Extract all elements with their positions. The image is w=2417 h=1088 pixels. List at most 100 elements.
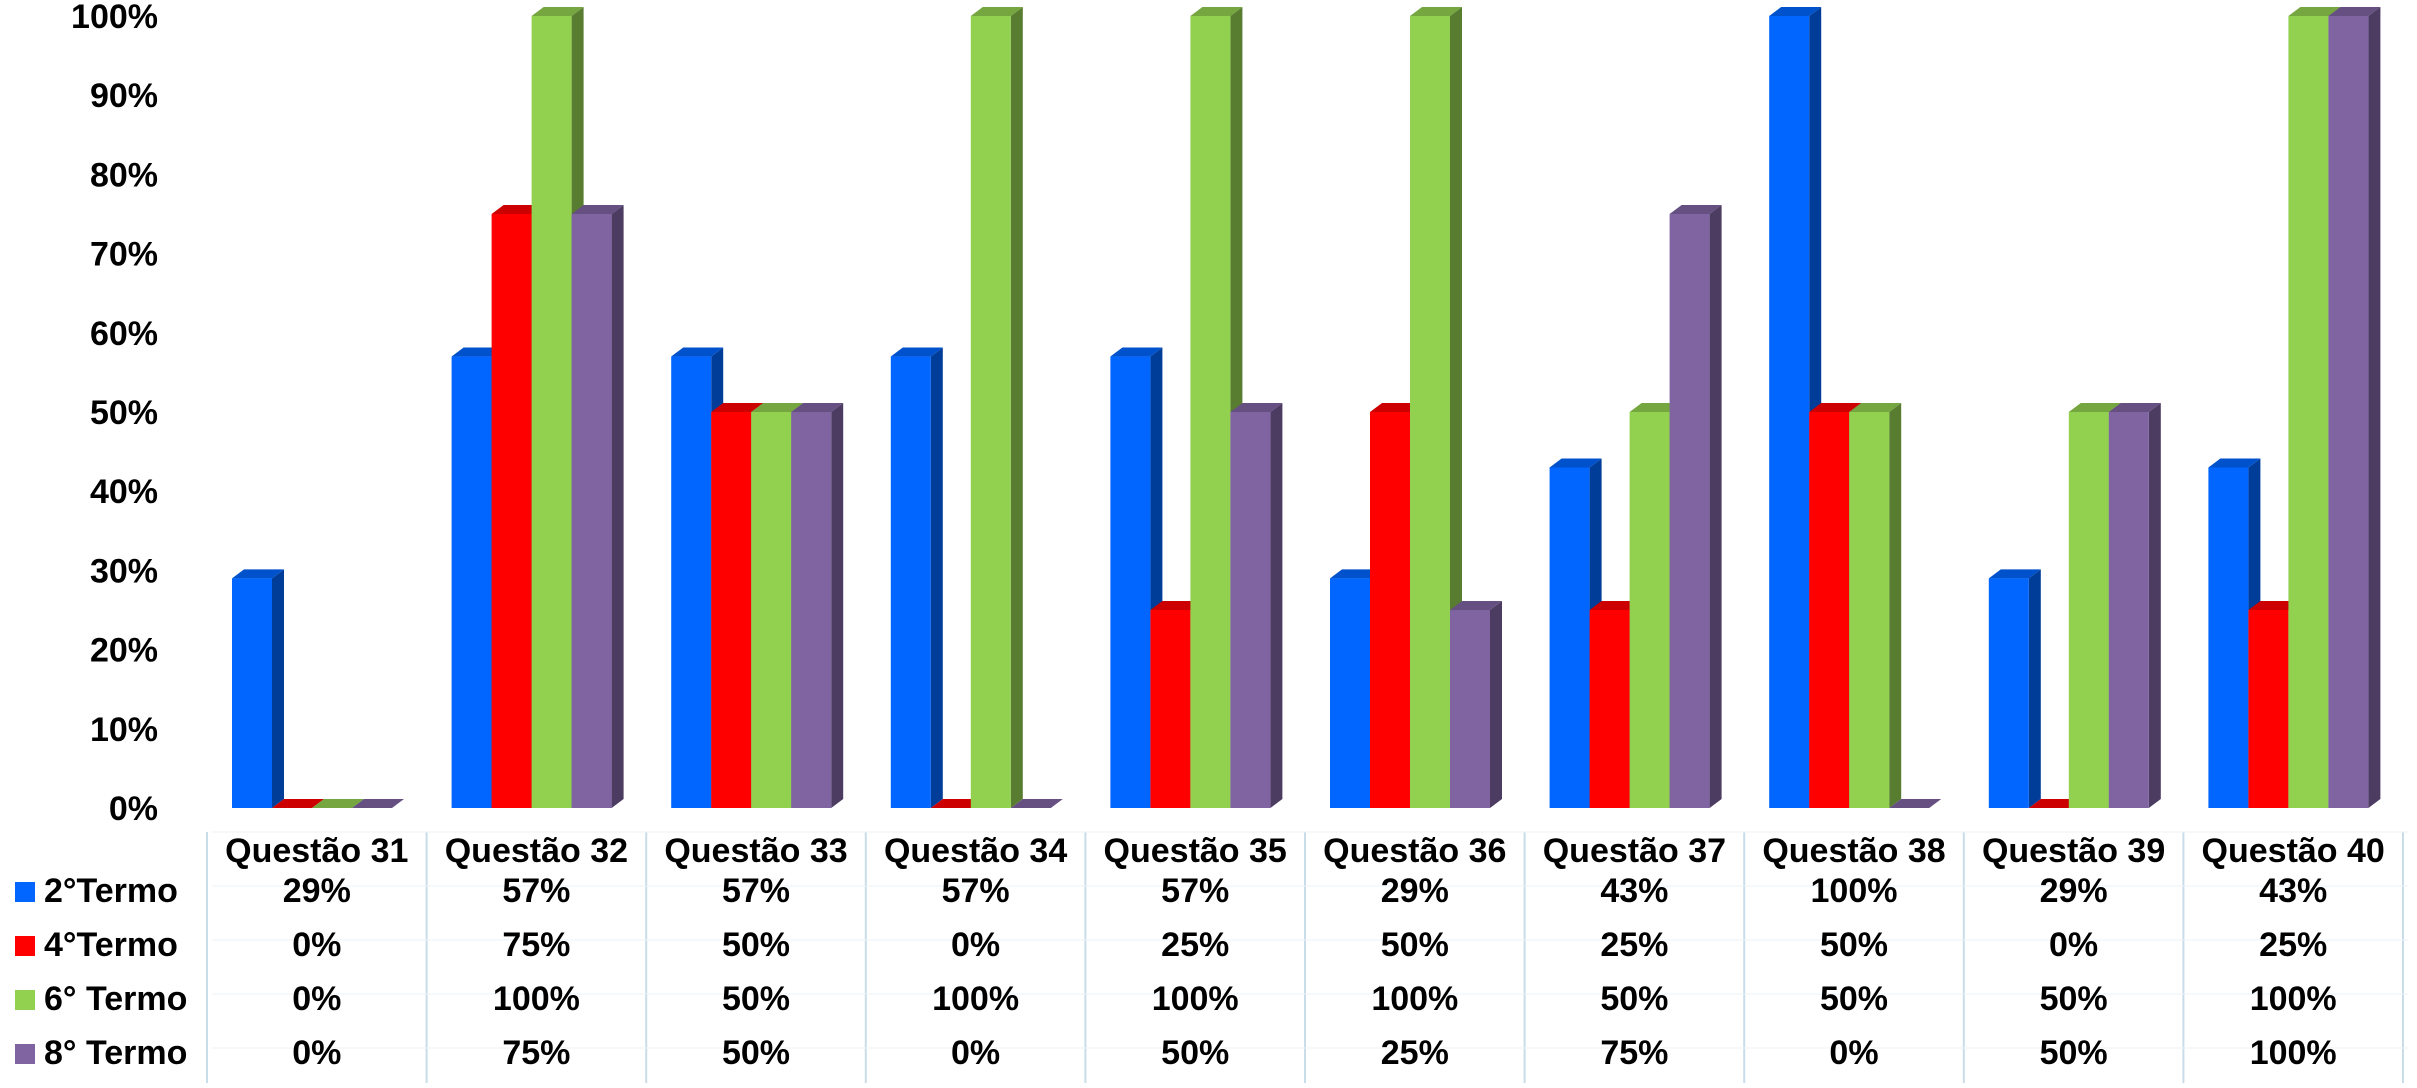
bar-top bbox=[451, 347, 504, 357]
bar-top bbox=[1330, 569, 1382, 579]
bar-top bbox=[970, 7, 1023, 16]
bar-cluster bbox=[1549, 205, 1722, 808]
bar-top bbox=[1629, 403, 1682, 412]
category-label: Questão 32 bbox=[445, 832, 628, 870]
bar-front bbox=[751, 412, 792, 808]
bar-top bbox=[1988, 569, 2041, 579]
category-label: Questão 39 bbox=[1982, 832, 2165, 870]
bar-cluster bbox=[1330, 7, 1502, 808]
y-tick-label: 30% bbox=[90, 552, 158, 590]
data-table: Questão 31 Questão 32 Questão 33 Questão 34… bbox=[15, 831, 2408, 1083]
bar bbox=[1230, 403, 1283, 808]
bar-top bbox=[1809, 403, 1862, 412]
bar-front bbox=[232, 578, 272, 808]
bar-front bbox=[1669, 214, 1710, 808]
bar-side bbox=[2028, 569, 2041, 808]
data-label: 29% bbox=[2040, 872, 2108, 910]
bar-top bbox=[1669, 205, 1722, 214]
data-label: 25% bbox=[1161, 926, 1229, 964]
bar-side bbox=[1010, 7, 1023, 808]
data-label: 50% bbox=[722, 1034, 790, 1072]
series-label: 4°Termo bbox=[44, 926, 178, 964]
data-label: 25% bbox=[2259, 926, 2327, 964]
bar bbox=[451, 347, 504, 808]
bar-side bbox=[930, 347, 943, 808]
bar-cluster bbox=[1988, 403, 2161, 808]
bar-top bbox=[1889, 799, 1942, 808]
bar-side bbox=[1889, 403, 1902, 808]
data-label: 0% bbox=[951, 926, 1000, 964]
bar-top bbox=[890, 347, 943, 357]
category-label: Questão 38 bbox=[1762, 832, 1945, 870]
data-label: 43% bbox=[1600, 872, 1668, 910]
y-tick-label: 0% bbox=[109, 790, 158, 828]
bar-front bbox=[2208, 467, 2249, 808]
category-label: Questão 36 bbox=[1323, 832, 1506, 870]
bar bbox=[1849, 403, 1902, 808]
bar-front bbox=[1370, 412, 1410, 808]
data-label: 0% bbox=[292, 1034, 341, 1072]
bar-front bbox=[451, 356, 492, 808]
data-label: 29% bbox=[283, 872, 351, 910]
bar-front bbox=[1410, 16, 1450, 808]
bar-side bbox=[1709, 205, 1722, 808]
bar-top bbox=[1150, 601, 1203, 610]
data-label: 50% bbox=[1381, 926, 1449, 964]
series-label: 2°Termo bbox=[44, 872, 178, 910]
bar-top bbox=[671, 347, 724, 357]
data-label: 100% bbox=[1152, 980, 1239, 1018]
data-label: 75% bbox=[502, 926, 570, 964]
data-label: 0% bbox=[292, 980, 341, 1018]
bar-top bbox=[1010, 799, 1063, 808]
bar-top bbox=[1230, 403, 1283, 412]
bar bbox=[232, 569, 284, 808]
bar-top bbox=[232, 569, 284, 579]
data-label: 50% bbox=[722, 926, 790, 964]
bar-front bbox=[1809, 412, 1850, 808]
bar-side bbox=[611, 205, 624, 808]
data-label: 100% bbox=[2250, 980, 2337, 1018]
bar-front bbox=[2108, 412, 2149, 808]
bar-side bbox=[272, 569, 284, 808]
bar-front bbox=[1150, 610, 1191, 808]
data-label: 50% bbox=[1161, 1034, 1229, 1072]
data-label: 50% bbox=[722, 980, 790, 1018]
bar-cluster bbox=[2208, 7, 2381, 808]
data-label: 50% bbox=[2040, 980, 2108, 1018]
bar-front bbox=[1549, 467, 1590, 808]
bar-top bbox=[2208, 458, 2261, 468]
bar bbox=[312, 799, 364, 808]
bar-front bbox=[1849, 412, 1890, 808]
bar-front bbox=[1988, 578, 2029, 808]
category-label: Questão 35 bbox=[1104, 832, 1287, 870]
bar-front bbox=[2068, 412, 2109, 808]
bar-front bbox=[2328, 16, 2369, 808]
bar bbox=[1450, 601, 1502, 808]
bar bbox=[1769, 7, 1822, 808]
category-label: Questão 37 bbox=[1543, 832, 1726, 870]
data-label: 50% bbox=[1820, 980, 1888, 1018]
bar bbox=[1410, 7, 1462, 808]
legend-key bbox=[15, 936, 35, 956]
bar-top bbox=[1849, 403, 1902, 412]
y-tick-label: 10% bbox=[90, 711, 158, 749]
data-label: 50% bbox=[1600, 980, 1668, 1018]
bar bbox=[1010, 799, 1063, 808]
bar-front bbox=[531, 16, 572, 808]
data-label: 50% bbox=[2040, 1034, 2108, 1072]
y-tick-label: 20% bbox=[90, 632, 158, 670]
category-label: Questão 33 bbox=[664, 832, 847, 870]
y-tick-label: 60% bbox=[90, 315, 158, 353]
bar bbox=[2328, 7, 2381, 808]
bar-top bbox=[1549, 458, 1602, 468]
bar-top bbox=[352, 799, 404, 808]
series-label: 8° Termo bbox=[44, 1034, 187, 1072]
bar-front bbox=[1190, 16, 1231, 808]
data-label: 100% bbox=[1371, 980, 1458, 1018]
legend-key bbox=[15, 1044, 35, 1064]
data-label: 57% bbox=[722, 872, 790, 910]
data-label: 75% bbox=[1600, 1034, 1668, 1072]
bar-front bbox=[671, 356, 712, 808]
